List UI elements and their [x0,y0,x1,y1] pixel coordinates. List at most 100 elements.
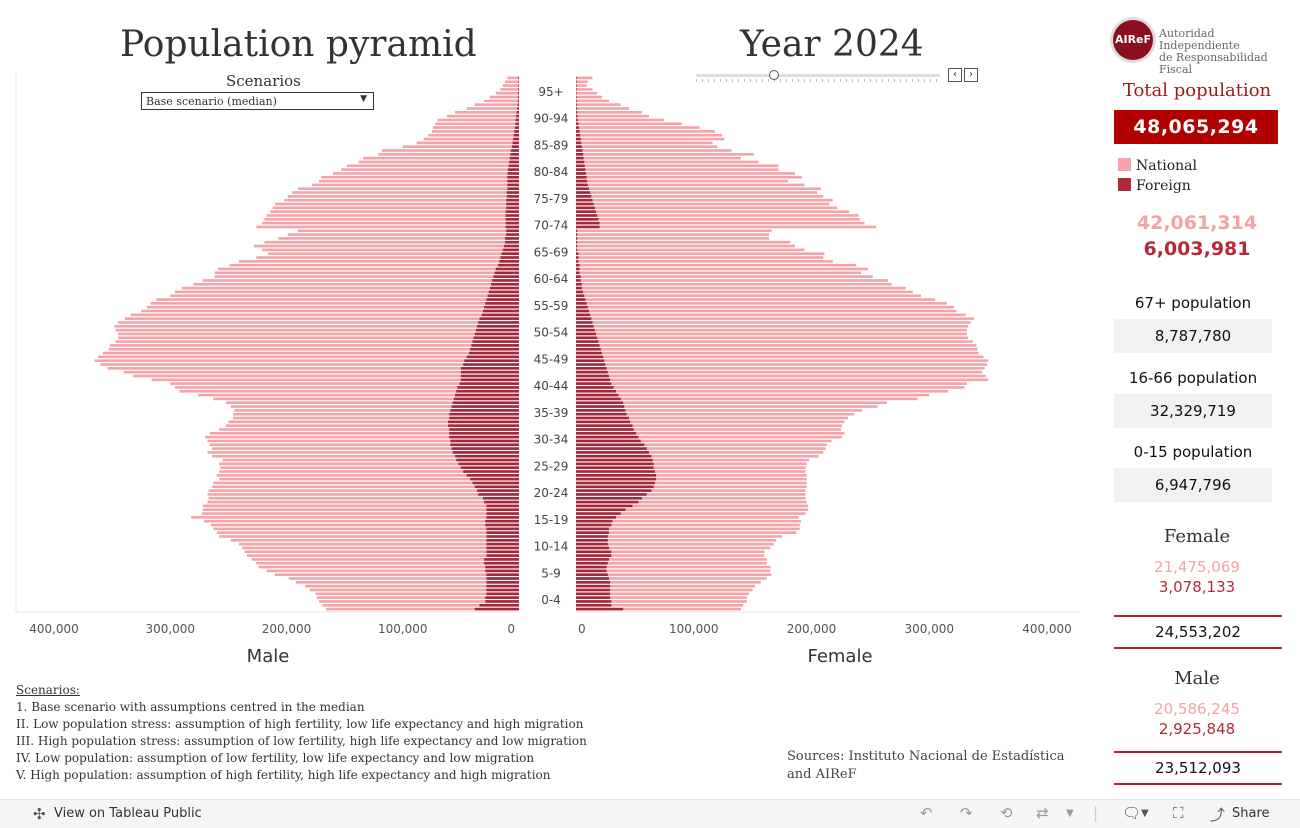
scenario-select[interactable]: Base scenario (median) ▼ [141,92,374,110]
bar-female-national [576,286,906,290]
bar-male-foreign [485,600,519,603]
bar-male-foreign [491,282,519,286]
comment-menu-icon[interactable]: ▼ [1141,808,1149,819]
bar-female-national [576,233,770,236]
bar-female-foreign [576,84,577,87]
bar-male-national [230,538,519,542]
group-67plus-value: 8,787,780 [1114,319,1272,353]
bar-male-national [305,584,519,588]
bar-female-foreign [576,321,593,324]
bar-male-foreign [479,317,519,320]
year-slider[interactable] [696,70,940,82]
bar-male-national [201,512,519,515]
bar-male-national [495,91,519,95]
fullscreen-icon[interactable]: ⛶ [1173,804,1184,822]
bar-male-foreign [460,367,519,370]
bar-female-foreign [576,546,609,550]
bar-female-foreign [576,221,600,225]
bar-male-foreign [477,324,519,328]
bar-female-foreign [576,252,579,256]
logo-text-line1: Autoridad Independiente [1159,27,1240,52]
refresh-icon[interactable]: ⇄ [1036,804,1049,822]
bar-male-foreign [507,175,519,179]
bar-male-foreign [450,409,519,412]
bar-male-national [193,282,519,286]
bar-female-foreign [576,122,579,126]
bar-female-foreign [576,485,654,489]
tableau-toolbar: ✣ View on Tableau Public ↶ ↷ ⟲ ⇄ ▼ | 🗨 ▼… [0,799,1300,828]
logo-mark: AIReF [1113,20,1153,60]
bar-male-national [208,496,520,500]
bar-male-national [266,569,519,573]
bar-female-national [576,344,977,347]
bar-female-foreign [576,600,612,603]
bar-male-national [209,443,519,447]
male-axis-tick-label: 200,000 [262,622,312,636]
revert-icon[interactable]: ⟲ [1000,804,1013,822]
national-total-value: 42,061,314 [1136,212,1258,234]
bar-male-national [207,500,519,504]
bar-female-foreign [576,409,626,412]
bar-male-national [130,313,519,317]
bar-female-foreign [576,363,606,366]
bar-male-national [228,420,519,424]
comment-icon[interactable]: 🗨 [1122,804,1142,822]
bar-female-foreign [576,80,577,84]
bar-female-foreign [576,260,579,263]
bar-male-national [287,195,519,198]
legend-national[interactable]: National [1118,158,1197,174]
undo-icon[interactable]: ↶ [920,804,933,822]
bar-female-national [576,428,841,431]
bar-male-national [191,516,520,519]
bar-female-national [576,282,892,286]
bar-male-national [181,286,519,290]
share-button[interactable]: Share [1232,806,1270,821]
bar-male-national [378,153,519,156]
bar-male-foreign [453,397,519,401]
bar-female-foreign [576,187,589,191]
bar-male-national [238,260,519,263]
age-group-label: 85-89 [534,138,569,152]
bar-male-foreign [457,386,519,389]
bar-male-foreign [486,512,519,515]
bar-female-national [576,183,805,187]
year-slider-thumb[interactable] [769,70,779,80]
bar-male-national [214,275,520,278]
bar-male-foreign [507,187,519,191]
chevron-right-icon[interactable]: › [964,68,978,82]
bar-female-national [576,485,807,489]
bar-female-national [576,531,797,534]
bar-female-national [576,175,803,179]
bar-female-national [576,191,818,194]
view-on-tableau-link[interactable]: View on Tableau Public [54,806,202,821]
bar-male-foreign [493,275,519,278]
bar-male-foreign [463,363,519,366]
bar-male-national [267,252,519,256]
bar-male-national [319,600,519,603]
redo-icon[interactable]: ↷ [960,804,973,822]
bar-female-national [576,382,967,385]
bar-male-foreign [486,504,519,508]
bar-female-foreign [576,145,582,149]
bar-female-national [576,512,806,515]
bar-female-national [576,110,642,114]
bar-female-national [576,581,761,584]
refresh-menu-icon[interactable]: ▼ [1066,808,1074,819]
bar-male-national [212,485,519,489]
legend-foreign[interactable]: Foreign [1118,178,1191,194]
bar-female-national [576,240,791,244]
bar-female-foreign [576,225,600,229]
bar-male-national [319,179,519,183]
share-icon[interactable]: ⤴ [1210,806,1226,824]
bar-female-national [576,88,593,91]
bar-female-foreign [576,91,577,95]
year-title: Year 2024 [740,24,924,65]
bar-male-national [222,458,519,462]
chevron-left-icon[interactable]: ‹ [948,68,962,82]
bar-male-foreign [466,474,519,477]
bar-female-national [576,477,807,481]
bar-male-national [216,531,519,534]
notes-heading: Scenarios: [16,683,80,697]
bar-male-foreign [507,168,519,171]
bar-female-national [576,508,808,512]
